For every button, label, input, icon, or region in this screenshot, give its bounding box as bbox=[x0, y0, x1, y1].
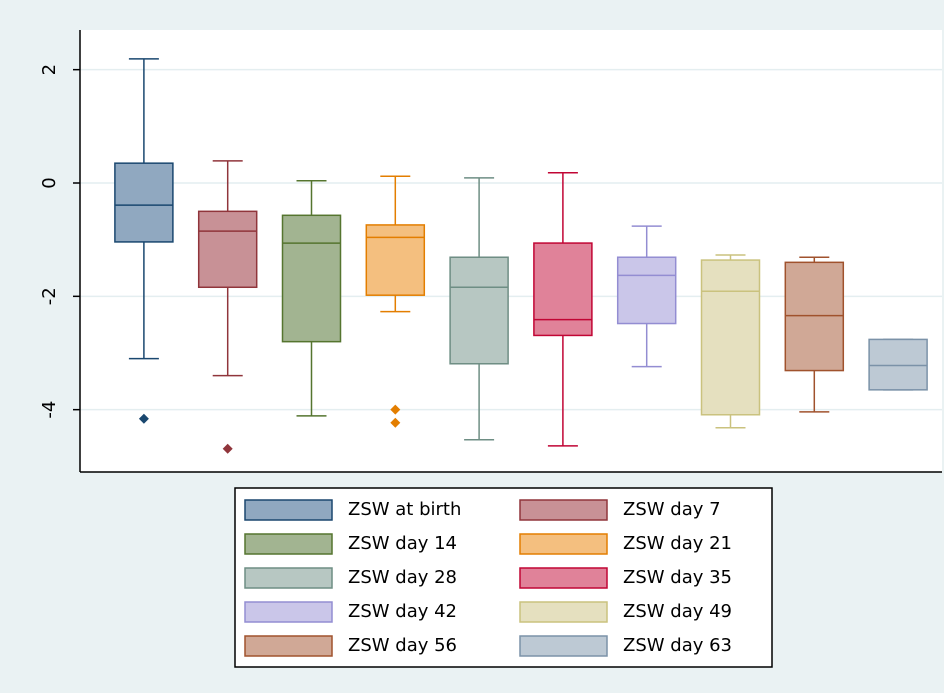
legend-swatch bbox=[244, 567, 333, 589]
legend-swatch bbox=[519, 499, 608, 521]
outlier bbox=[138, 413, 149, 424]
legend-label: ZSW day 7 bbox=[623, 499, 721, 520]
box bbox=[197, 210, 258, 289]
legend-swatch bbox=[244, 601, 333, 623]
box bbox=[533, 242, 593, 337]
legend-swatch bbox=[519, 567, 608, 589]
legend-label: ZSW day 42 bbox=[348, 601, 457, 622]
legend-label: ZSW day 49 bbox=[623, 601, 732, 622]
legend-swatch bbox=[244, 499, 333, 521]
legend-label: ZSW day 14 bbox=[348, 533, 457, 554]
outlier bbox=[390, 404, 401, 415]
outlier bbox=[390, 417, 401, 428]
legend-swatch bbox=[519, 601, 608, 623]
box bbox=[449, 256, 509, 365]
box bbox=[784, 261, 845, 372]
box bbox=[616, 256, 677, 325]
legend-swatch bbox=[244, 533, 333, 555]
y-tick-label: 2 bbox=[39, 64, 60, 75]
y-tick-label: 0 bbox=[39, 177, 60, 188]
box bbox=[365, 224, 426, 296]
box bbox=[281, 214, 342, 343]
y-tick-label: -4 bbox=[39, 401, 60, 419]
legend-swatch bbox=[244, 635, 333, 657]
legend-label: ZSW day 28 bbox=[348, 567, 457, 588]
outlier bbox=[222, 443, 233, 454]
legend-label: ZSW at birth bbox=[348, 499, 461, 520]
legend-label: ZSW day 35 bbox=[623, 567, 732, 588]
legend-swatch bbox=[519, 635, 608, 657]
box bbox=[114, 162, 174, 243]
legend-label: ZSW day 63 bbox=[623, 635, 732, 656]
box bbox=[700, 259, 761, 416]
box bbox=[868, 338, 928, 391]
legend-label: ZSW day 56 bbox=[348, 635, 457, 656]
legend-label: ZSW day 21 bbox=[623, 533, 732, 554]
legend-swatch bbox=[519, 533, 608, 555]
y-tick-label: -2 bbox=[39, 287, 60, 305]
